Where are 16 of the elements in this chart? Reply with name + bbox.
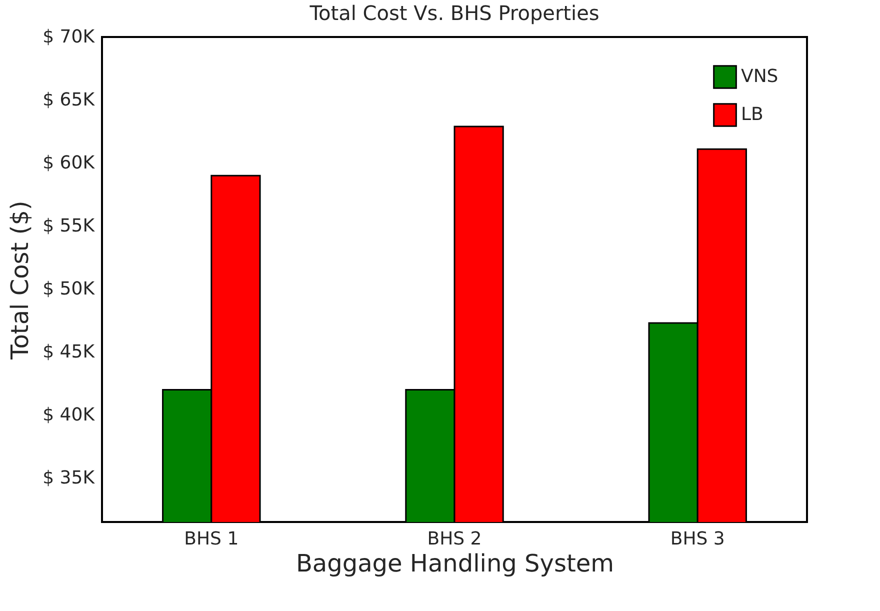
chart-title: Total Cost Vs. BHS Properties (308, 1, 600, 25)
y-axis-title: Total Cost ($) (6, 200, 34, 360)
y-tick-label: $ 60K (42, 152, 96, 174)
y-tick-label: $ 35K (42, 467, 96, 488)
y-tick-label: $ 45K (42, 341, 96, 362)
legend-label: VNS (741, 66, 778, 87)
x-tick-label: BHS 1 (184, 528, 239, 550)
y-tick-label: $ 40K (42, 404, 96, 426)
y-tick-label: $ 65K (42, 89, 96, 110)
x-axis-title: Baggage Handling System (296, 550, 614, 578)
y-tick-label: $ 50K (42, 278, 96, 300)
x-tick-label: BHS 3 (670, 528, 725, 550)
x-tick-label: BHS 2 (427, 528, 482, 550)
legend-label: LB (741, 104, 764, 125)
y-tick-label: $ 70K (42, 26, 96, 48)
y-tick-label: $ 55K (42, 215, 96, 236)
